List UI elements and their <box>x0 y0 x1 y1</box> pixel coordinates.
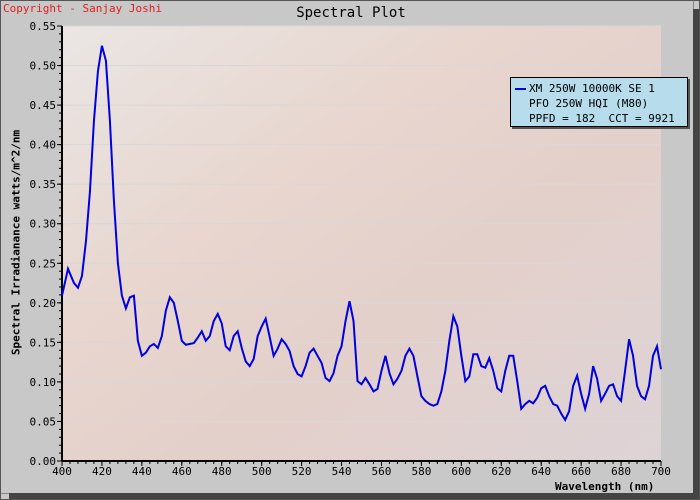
x-tick-label: 440 <box>132 465 152 478</box>
legend-line-2: PFO 250W HQI (M80) <box>529 97 649 110</box>
x-tick-label: 620 <box>491 465 511 478</box>
x-tick-label: 700 <box>651 465 671 478</box>
x-tick-label: 560 <box>372 465 392 478</box>
x-tick-label: 600 <box>451 465 471 478</box>
y-tick-label: 0.15 <box>30 336 57 349</box>
series-line <box>61 45 662 422</box>
y-tick-label: 0.25 <box>30 257 57 270</box>
y-tick-label: 0.30 <box>30 218 57 231</box>
x-tick-label: 460 <box>172 465 192 478</box>
y-tick-label: 0.00 <box>30 455 57 468</box>
frame-shadow <box>693 9 699 499</box>
x-tick-label: 480 <box>212 465 232 478</box>
chart-title: Spectral Plot <box>296 5 406 21</box>
legend-swatch <box>515 88 526 90</box>
y-tick-label: 0.10 <box>30 376 57 389</box>
x-tick-label: 400 <box>52 465 72 478</box>
frame-shadow-bottom <box>9 493 699 499</box>
x-tick-label: 500 <box>252 465 272 478</box>
x-tick-label: 640 <box>531 465 551 478</box>
y-tick-label: 0.50 <box>30 60 57 73</box>
x-tick-label: 420 <box>92 465 112 478</box>
y-tick-label: 0.40 <box>30 139 57 152</box>
x-tick-label: 660 <box>571 465 591 478</box>
y-axis-title: Spectral Irradianance watts/m^2/nm <box>9 129 23 356</box>
y-tick-label: 0.45 <box>30 99 57 112</box>
copyright-text: Copyright - Sanjay Joshi <box>3 2 162 15</box>
x-axis-title: Wavelength (nm) <box>555 480 655 493</box>
legend-entry: XM 250W 10000K SE 1 <box>511 81 687 96</box>
x-tick-label: 580 <box>411 465 431 478</box>
legend-line-3: PPFD = 182 CCT = 9921 <box>529 112 675 125</box>
legend: XM 250W 10000K SE 1 PFO 250W HQI (M80) P… <box>510 77 688 127</box>
y-tick-label: 0.05 <box>30 415 57 428</box>
x-tick-label: 680 <box>611 465 631 478</box>
legend-label: XM 250W 10000K SE 1 <box>529 82 655 95</box>
y-tick-label: 0.55 <box>30 20 57 33</box>
x-tick-label: 520 <box>292 465 312 478</box>
y-tick-label: 0.20 <box>30 297 57 310</box>
x-tick-label: 540 <box>332 465 352 478</box>
y-tick-label: 0.35 <box>30 178 57 191</box>
